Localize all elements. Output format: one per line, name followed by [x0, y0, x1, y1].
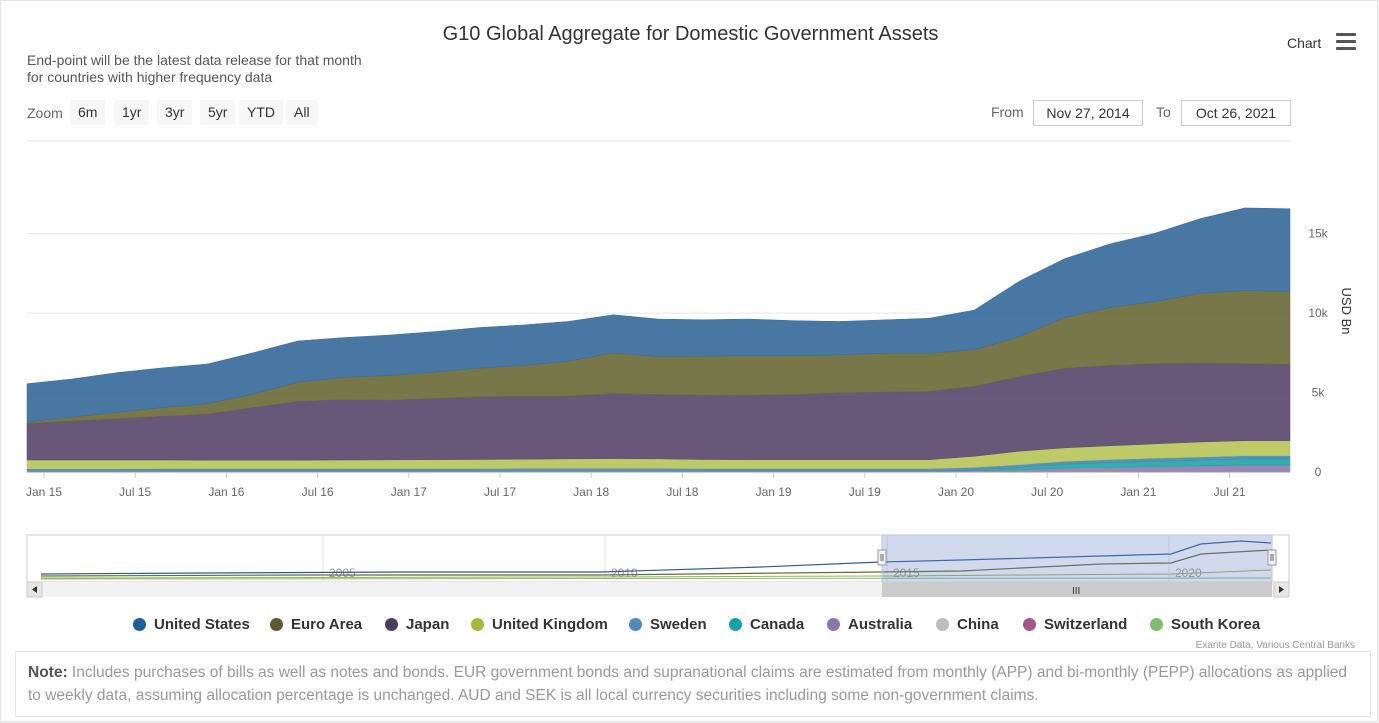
x-tick-label: Jul 19	[849, 485, 881, 499]
legend-label: Canada	[750, 616, 805, 633]
legend-label: United Kingdom	[492, 616, 608, 633]
zoom-1yr-button[interactable]: 1yr	[114, 100, 150, 125]
legend-item-australia[interactable]: Australia	[827, 616, 912, 633]
legend-dot-icon	[1150, 618, 1163, 631]
navigator-left-handle[interactable]	[877, 549, 887, 566]
navigator-year-label: 2010	[611, 566, 638, 580]
legend-label: Switzerland	[1044, 616, 1128, 633]
navigator-selected-range[interactable]	[881, 534, 1273, 583]
legend-label: China	[957, 616, 999, 633]
x-tick-label: Jan 20	[938, 485, 974, 499]
zoom-5yr-button[interactable]: 5yr	[200, 100, 236, 125]
legend-dot-icon	[1023, 618, 1036, 631]
x-tick-label: Jan 17	[391, 485, 427, 499]
navigator-series-line	[40, 577, 1272, 580]
legend: United States Euro Area Japan United Kin…	[1, 616, 1379, 636]
y-axis-title: USD Bn	[1339, 288, 1354, 335]
arrow-right-icon	[1279, 586, 1284, 593]
x-tick-label: Jan 19	[756, 485, 792, 499]
y-tick-label: 5k	[1312, 386, 1326, 400]
range-from-input[interactable]: Nov 27, 2014	[1033, 100, 1143, 126]
x-tick-label: Jan 16	[208, 485, 244, 499]
legend-dot-icon	[133, 618, 146, 631]
navigator-year-label: 2015	[893, 566, 920, 580]
legend-item-sweden[interactable]: Sweden	[629, 616, 707, 633]
y-tick-label: 10k	[1308, 306, 1328, 320]
scrollbar-grip-icon: III	[1072, 586, 1080, 597]
navigator-year-label: 2005	[329, 566, 356, 580]
zoom-3yr-button[interactable]: 3yr	[157, 100, 193, 125]
zoom-ytd-button[interactable]: YTD	[239, 100, 283, 125]
range-from-label: From	[991, 104, 1024, 120]
stacked-area-chart: Jan 15 Jul 15 Jan 16 Jul 16 Jan 17 Jul 17 Jan …	[26, 140, 1354, 499]
legend-label: Japan	[406, 616, 450, 633]
y-tick-label: 15k	[1308, 227, 1328, 241]
range-to-label: To	[1156, 104, 1171, 120]
x-tick-label: Jan 15	[26, 485, 62, 499]
legend-item-japan[interactable]: Japan	[385, 616, 449, 633]
hamburger-menu-icon[interactable]	[1336, 33, 1356, 51]
legend-dot-icon	[729, 618, 742, 631]
legend-label: South Korea	[1171, 616, 1261, 633]
legend-label: Australia	[848, 616, 913, 633]
legend-dot-icon	[385, 618, 398, 631]
zoom-all-button[interactable]: All	[286, 100, 318, 125]
x-tick-label: Jul 18	[666, 485, 698, 499]
navigator-right-handle[interactable]	[1267, 549, 1277, 566]
legend-dot-icon	[827, 618, 840, 631]
x-tick-label: Jan 21	[1120, 485, 1156, 499]
note-text: Includes purchases of bills as well as n…	[28, 664, 1348, 704]
navigator[interactable]: 2005 2010 2015 2020 III	[1, 534, 1379, 604]
chart-title: G10 Global Aggregate for Domestic Govern…	[442, 23, 939, 45]
legend-item-united-kingdom[interactable]: United Kingdom	[471, 616, 608, 633]
legend-dot-icon	[270, 618, 283, 631]
legend-label: United States	[154, 616, 250, 633]
y-tick-label: 0	[1315, 465, 1322, 479]
legend-item-united-states[interactable]: United States	[133, 616, 250, 633]
scrollbar-thumb[interactable]	[882, 582, 1272, 597]
legend-dot-icon	[936, 618, 949, 631]
x-tick-label: Jan 18	[573, 485, 609, 499]
legend-item-canada[interactable]: Canada	[729, 616, 804, 633]
chart-menu-label[interactable]: Chart	[1287, 35, 1322, 51]
chart-subtitle: End-point will be the latest data releas…	[27, 52, 362, 85]
arrow-left-icon	[32, 586, 37, 593]
zoom-label: Zoom	[27, 105, 63, 121]
legend-label: Sweden	[650, 616, 707, 633]
credits[interactable]: Exante Data, Various Central Banks	[1195, 640, 1355, 651]
legend-dot-icon	[629, 618, 642, 631]
legend-item-china[interactable]: China	[936, 616, 999, 633]
range-to-input[interactable]: Oct 26, 2021	[1181, 100, 1291, 126]
x-tick-label: Jul 17	[484, 485, 516, 499]
legend-label: Euro Area	[291, 616, 363, 633]
zoom-6m-button[interactable]: 6m	[70, 100, 106, 125]
navigator-series-line	[40, 569, 1272, 579]
x-tick-label: Jul 15	[119, 485, 151, 499]
area-united-states	[26, 207, 1291, 423]
legend-item-euro-area[interactable]: Euro Area	[270, 616, 362, 633]
note-label: Note:	[28, 664, 68, 681]
navigator-series-line	[40, 549, 1272, 577]
x-tick-label: Jul 20	[1031, 485, 1063, 499]
x-tick-label: Jul 16	[302, 485, 334, 499]
navigator-series-line	[40, 540, 1272, 575]
note-box: Note: Includes purchases of bills as wel…	[15, 651, 1371, 717]
legend-item-south-korea[interactable]: South Korea	[1150, 616, 1260, 633]
legend-item-switzerland[interactable]: Switzerland	[1023, 616, 1127, 633]
legend-dot-icon	[471, 618, 484, 631]
x-tick-label: Jul 21	[1214, 485, 1246, 499]
